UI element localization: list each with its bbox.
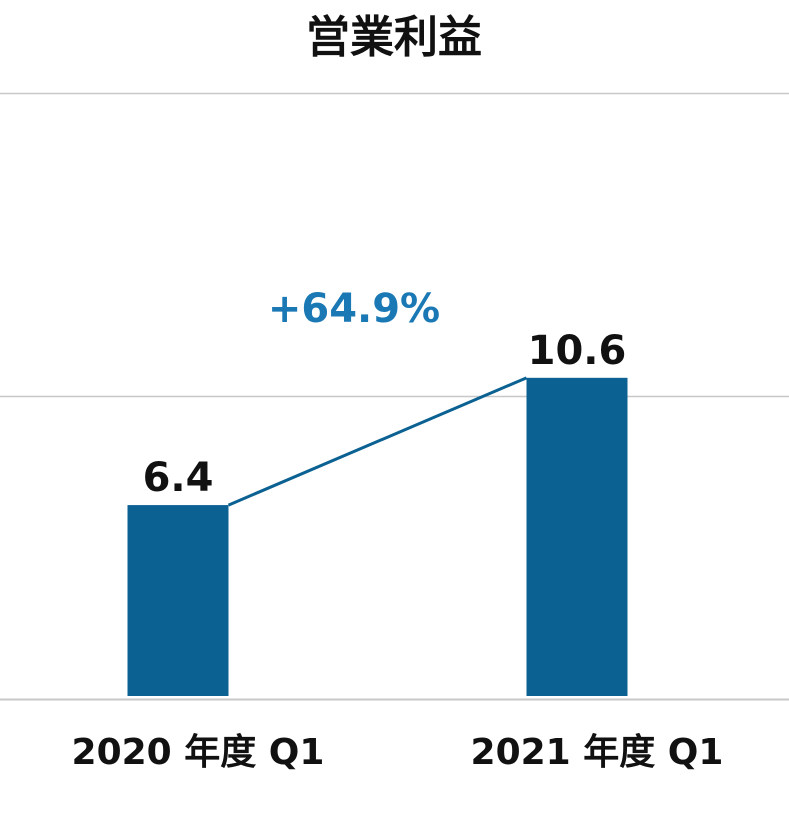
gridlines bbox=[0, 92, 789, 701]
growth-connector bbox=[227, 376, 528, 507]
bar bbox=[526, 377, 628, 696]
growth-annotation: +64.9% bbox=[268, 286, 440, 332]
data-label: 10.6 bbox=[528, 328, 627, 374]
chart-title: 営業利益 bbox=[306, 12, 482, 63]
growth-connector-line bbox=[227, 376, 528, 507]
bars bbox=[127, 377, 628, 696]
category-label: 2021 年度 Q1 bbox=[471, 732, 724, 773]
data-label: 6.4 bbox=[143, 455, 214, 501]
category-label: 2020 年度 Q1 bbox=[72, 732, 325, 773]
bar bbox=[127, 505, 229, 696]
labels: 6.4 2020 年度 Q1 10.6 2021 年度 Q1 bbox=[72, 328, 724, 773]
